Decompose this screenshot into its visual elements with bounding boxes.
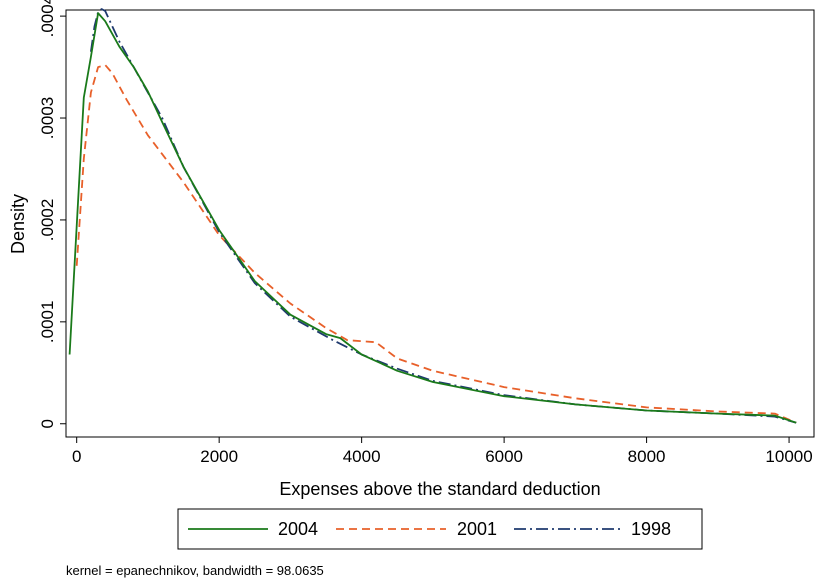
series-layer (68, 8, 797, 424)
kernel-note: kernel = epanechnikov, bandwidth = 98.06… (66, 563, 324, 578)
series-line-1998 (90, 8, 797, 424)
y-tick-label: .0003 (38, 97, 57, 140)
x-tick-label: 8000 (628, 447, 666, 466)
series-line-2001 (75, 64, 797, 424)
y-tick-label: 0 (38, 419, 57, 428)
x-axis: 0 2000 4000 6000 8000 10000 (72, 437, 813, 466)
legend-label-2004: 2004 (278, 519, 318, 539)
legend-label-1998: 1998 (631, 519, 671, 539)
y-axis-title: Density (8, 194, 28, 254)
plot-frame (65, 9, 815, 438)
x-tick-label: 0 (72, 447, 81, 466)
x-tick-label: 6000 (485, 447, 523, 466)
y-tick-label: .0004 (38, 0, 57, 37)
y-tick-label: .0002 (38, 199, 57, 242)
legend: 2004 2001 1998 (177, 508, 703, 550)
x-tick-label: 2000 (200, 447, 238, 466)
legend-box (177, 508, 703, 550)
y-axis: 0 .0001 .0002 .0003 .0004 (38, 0, 66, 428)
series-line-2004 (68, 12, 797, 424)
x-tick-label: 4000 (343, 447, 381, 466)
y-tick-label: .0001 (38, 301, 57, 344)
legend-items: 2004 2001 1998 (188, 519, 671, 539)
x-axis-title: Expenses above the standard deduction (279, 479, 600, 499)
legend-label-2001: 2001 (457, 519, 497, 539)
x-tick-label: 10000 (765, 447, 812, 466)
